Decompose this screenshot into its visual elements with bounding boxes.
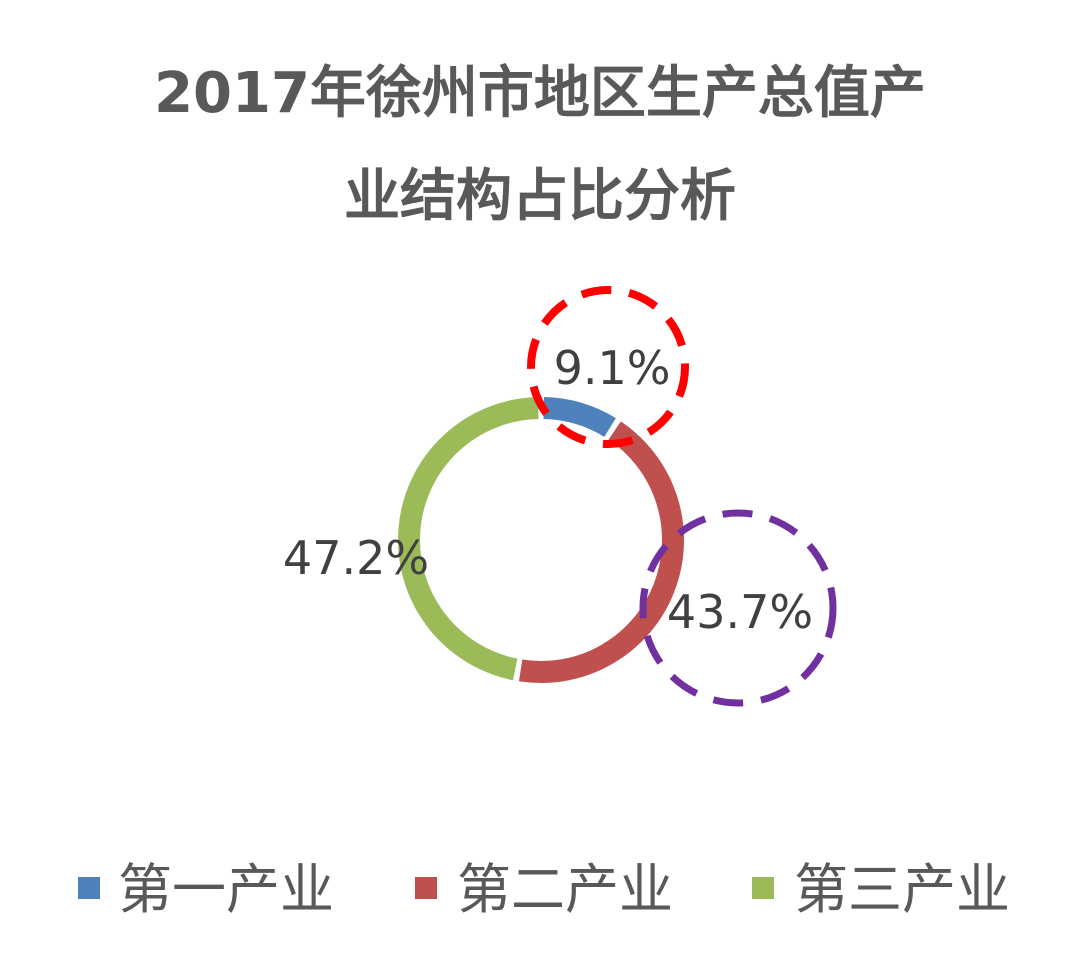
highlight-circle-first-industry bbox=[527, 286, 689, 448]
legend-swatch-first-industry bbox=[78, 877, 100, 899]
legend-label-second-industry: 第二产业 bbox=[457, 858, 673, 921]
doughnut-arc-third-industry bbox=[398, 397, 539, 681]
doughnut-arc-second-industry bbox=[518, 421, 684, 683]
chart-title-line-1: 2017年徐州市地区生产总值产 bbox=[154, 61, 926, 126]
highlight-circle-second-industry bbox=[639, 509, 837, 707]
legend-swatch-third-industry bbox=[752, 877, 774, 899]
doughnut-arc-first-industry bbox=[543, 397, 616, 438]
doughnut-arcs bbox=[398, 397, 684, 683]
legend-label-third-industry: 第三产业 bbox=[794, 858, 1010, 921]
data-label-third-industry: 47.2% bbox=[283, 531, 429, 585]
data-label-first-industry: 9.1% bbox=[554, 341, 671, 395]
chart-title-line-2: 业结构占比分析 bbox=[344, 164, 736, 229]
data-label-second-industry: 43.7% bbox=[667, 585, 813, 639]
legend-swatch-second-industry bbox=[415, 877, 437, 899]
legend-label-first-industry: 第一产业 bbox=[118, 858, 334, 921]
